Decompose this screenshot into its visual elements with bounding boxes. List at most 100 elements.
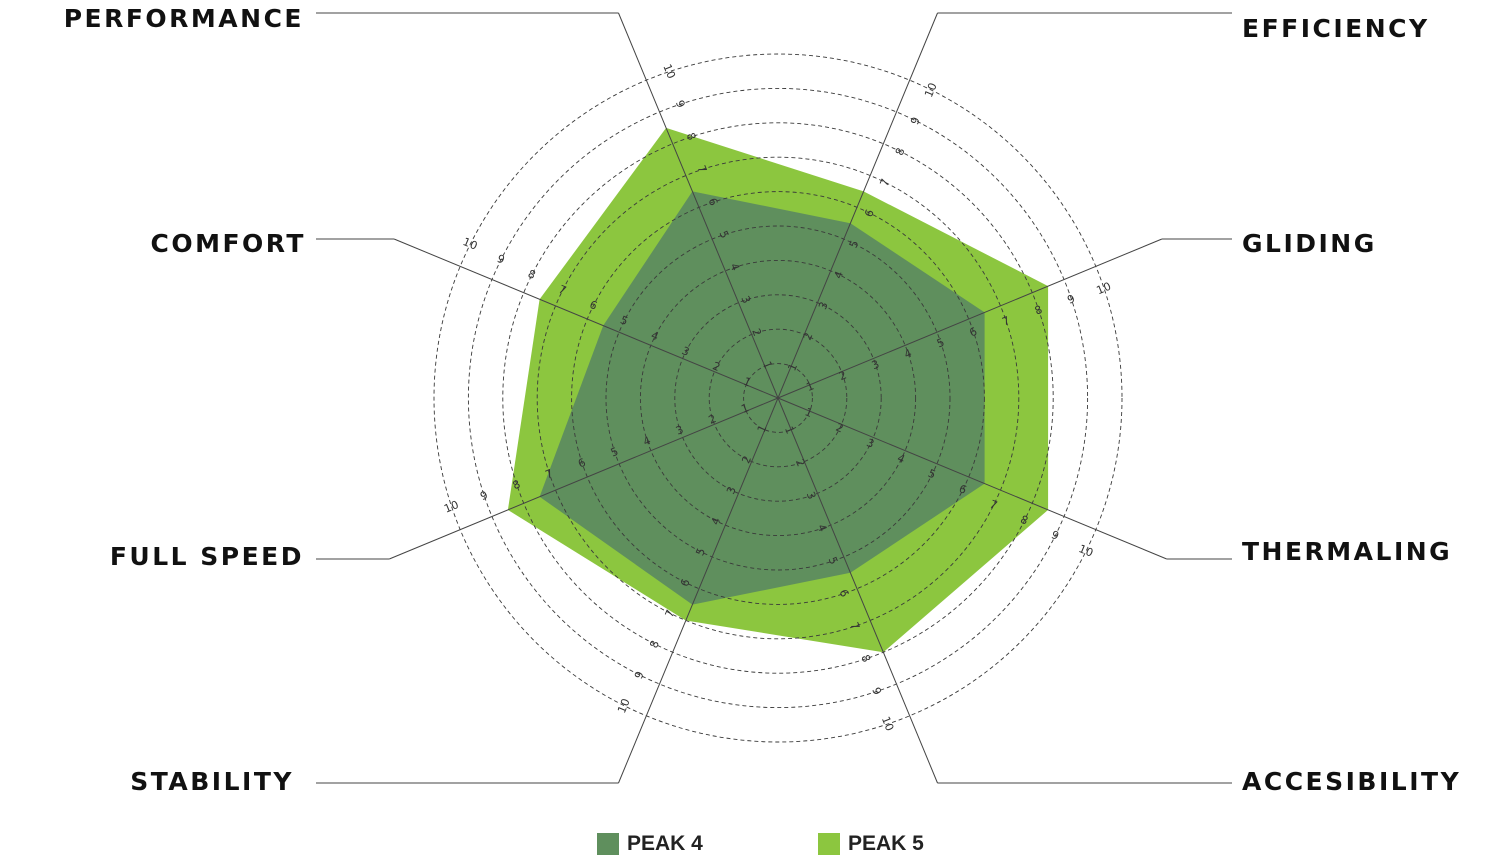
tick-label-full-speed-4: 4 (641, 434, 653, 449)
tick-label-performance-5: 5 (716, 229, 731, 241)
tick-label-thermaling-9: 9 (1049, 528, 1061, 543)
tick-label-thermaling-8: 8 (1019, 513, 1031, 528)
grid-ring-3 (674, 294, 882, 502)
legend-label-peak5: PEAK 5 (848, 832, 924, 855)
tick-label-accesibility-6: 6 (837, 588, 852, 600)
tick-label-full-speed-8: 8 (511, 477, 523, 492)
tick-label-thermaling-3: 3 (865, 436, 877, 451)
grid-ring-5 (605, 225, 951, 571)
tick-label-efficiency-1: 1 (785, 361, 800, 373)
tick-label-comfort-6: 6 (588, 298, 600, 313)
tick-label-accesibility-5: 5 (826, 555, 841, 567)
tick-label-efficiency-5: 5 (847, 238, 862, 250)
axis-line-stability (618, 397, 779, 784)
tick-label-gliding-7: 7 (1000, 314, 1012, 329)
axis-line-efficiency (777, 12, 938, 399)
tick-label-performance-1: 1 (760, 359, 775, 371)
axis-title-thermaling: THERMALING (1242, 537, 1452, 566)
grid-ring-4 (639, 259, 917, 537)
tick-label-thermaling-2: 2 (834, 421, 846, 436)
legend-label-peak4: PEAK 4 (627, 832, 703, 855)
tick-label-performance-10: 10 (660, 62, 678, 81)
tick-label-full-speed-10: 10 (442, 498, 461, 516)
legend-swatch-peak4 (597, 833, 619, 855)
tick-label-thermaling-1: 1 (803, 405, 815, 420)
tick-label-gliding-2: 2 (837, 368, 849, 383)
tick-label-efficiency-4: 4 (831, 269, 846, 281)
axis-line-comfort (393, 238, 779, 399)
grid-ring-6 (571, 191, 985, 605)
axis-title-stability: STABILITY (130, 767, 294, 796)
axis-line-performance (618, 12, 779, 399)
tick-label-thermaling-4: 4 (895, 451, 907, 466)
tick-label-gliding-10: 10 (1095, 279, 1114, 297)
tick-label-full-speed-6: 6 (576, 456, 588, 471)
tick-label-stability-8: 8 (647, 638, 662, 650)
legend-swatch-peak5 (818, 833, 840, 855)
tick-label-efficiency-9: 9 (908, 115, 923, 127)
tick-label-gliding-3: 3 (870, 357, 882, 372)
tick-label-accesibility-3: 3 (804, 490, 819, 502)
tick-label-gliding-8: 8 (1033, 303, 1045, 318)
axis-line-thermaling (777, 397, 1167, 560)
tick-label-thermaling-5: 5 (926, 467, 938, 482)
tick-label-performance-2: 2 (749, 327, 764, 339)
tick-label-comfort-7: 7 (557, 283, 569, 298)
tick-label-efficiency-7: 7 (877, 176, 892, 188)
axis-title-performance: PERFORMANCE (64, 4, 304, 33)
tick-label-gliding-4: 4 (902, 346, 914, 361)
tick-label-stability-7: 7 (663, 607, 678, 619)
grid-ring-8 (502, 122, 1054, 674)
tick-label-comfort-2: 2 (711, 359, 723, 374)
legend-item-peak5: PEAK 5 (818, 832, 924, 856)
tick-label-accesibility-10: 10 (879, 715, 897, 734)
axis-title-full-speed: FULL SPEED (110, 542, 304, 571)
tick-label-comfort-8: 8 (526, 267, 538, 282)
tick-label-efficiency-2: 2 (801, 330, 816, 342)
tick-label-stability-4: 4 (709, 515, 724, 527)
tick-label-accesibility-8: 8 (858, 653, 873, 665)
tick-label-stability-10: 10 (615, 696, 633, 715)
tick-label-gliding-5: 5 (935, 335, 947, 350)
tick-label-efficiency-10: 10 (922, 80, 940, 99)
tick-label-accesibility-1: 1 (782, 424, 797, 436)
axis-title-efficiency: EFFICIENCY (1242, 14, 1430, 43)
tick-label-accesibility-7: 7 (847, 620, 862, 632)
tick-label-gliding-6: 6 (968, 325, 980, 340)
grid-ring-2 (708, 328, 848, 468)
tick-label-stability-9: 9 (632, 669, 647, 681)
tick-label-efficiency-3: 3 (816, 299, 831, 311)
grid-ring-10 (433, 53, 1123, 743)
tick-label-comfort-3: 3 (680, 344, 692, 359)
tick-label-full-speed-9: 9 (478, 488, 490, 503)
tick-label-full-speed-7: 7 (543, 466, 555, 481)
grid-ring-9 (467, 87, 1089, 709)
tick-label-accesibility-9: 9 (869, 685, 884, 697)
axis-line-full-speed (389, 397, 779, 560)
tick-label-full-speed-3: 3 (674, 423, 686, 438)
axis-title-comfort: COMFORT (151, 229, 307, 258)
tick-label-efficiency-8: 8 (893, 146, 908, 158)
tick-label-thermaling-10: 10 (1077, 542, 1096, 560)
tick-label-performance-3: 3 (738, 294, 753, 306)
grid-ring-1 (743, 363, 813, 433)
tick-label-thermaling-7: 7 (988, 497, 1000, 512)
tick-label-stability-6: 6 (678, 577, 693, 589)
tick-label-stability-3: 3 (724, 484, 739, 496)
tick-label-accesibility-2: 2 (793, 457, 808, 469)
tick-label-full-speed-5: 5 (609, 445, 621, 460)
tick-label-comfort-10: 10 (461, 235, 480, 253)
tick-label-performance-8: 8 (684, 131, 699, 143)
axis-title-gliding: GLIDING (1242, 229, 1377, 258)
axis-title-accesibility: ACCESIBILITY (1242, 767, 1461, 796)
tick-label-performance-9: 9 (673, 98, 688, 110)
series-area-peak4 (539, 191, 985, 605)
tick-label-stability-5: 5 (693, 546, 708, 558)
grid-ring-7 (536, 156, 1020, 640)
tick-label-full-speed-1: 1 (739, 401, 751, 416)
tick-label-gliding-9: 9 (1065, 292, 1077, 307)
tick-label-full-speed-2: 2 (707, 412, 719, 427)
tick-label-efficiency-6: 6 (862, 207, 877, 219)
tick-label-stability-1: 1 (755, 423, 770, 435)
